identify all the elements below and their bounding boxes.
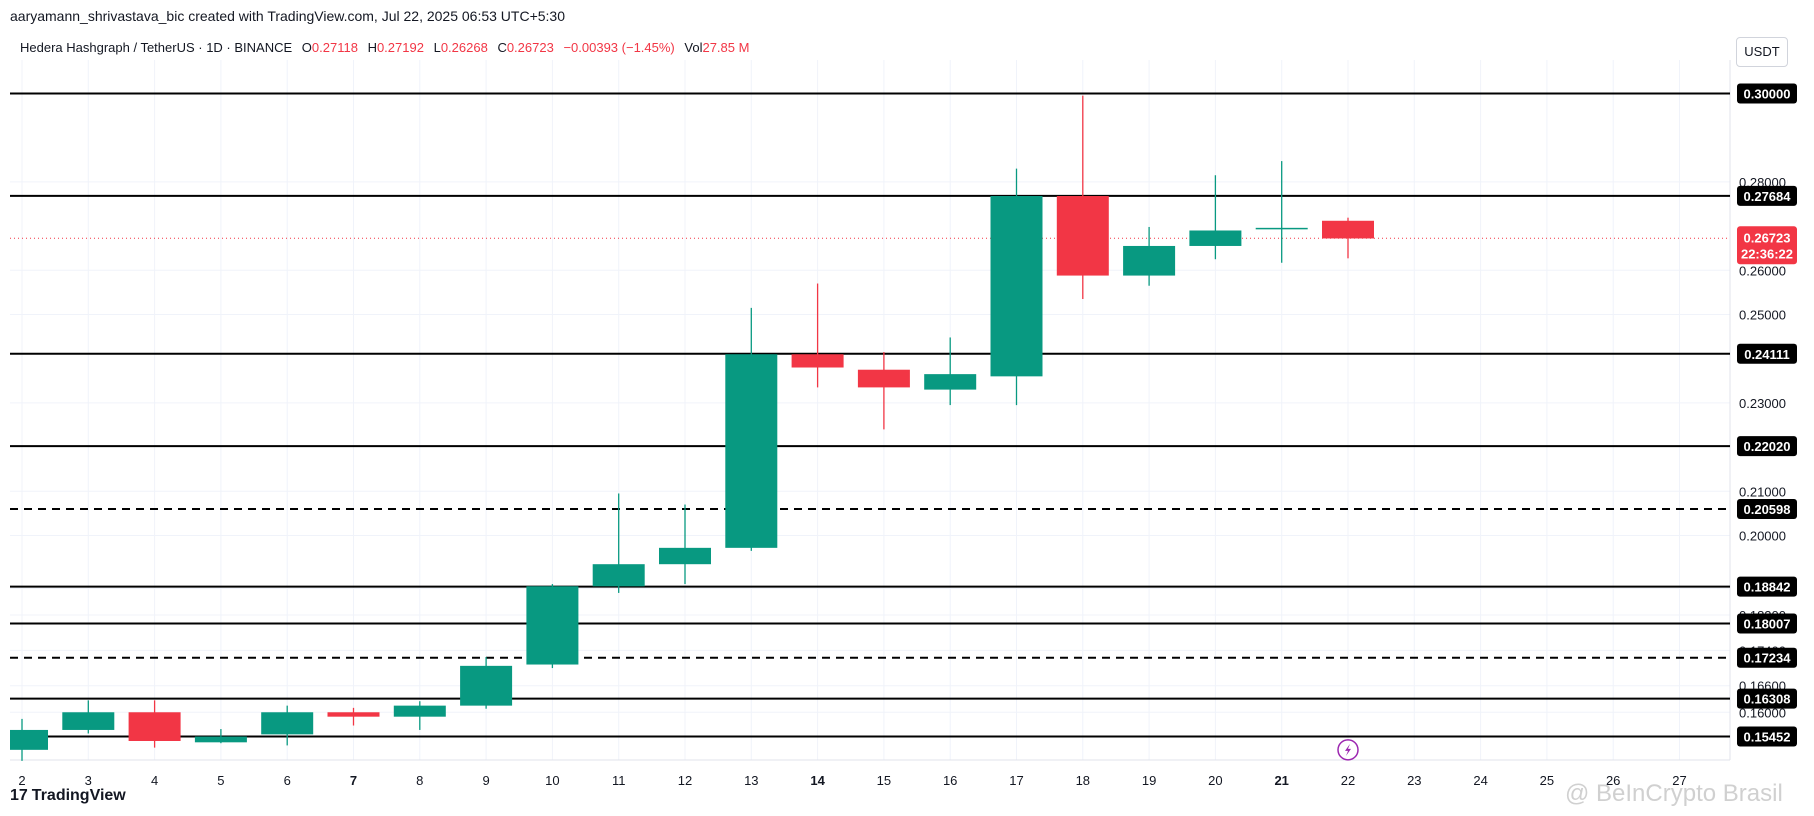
y-tick-label: 0.25000	[1739, 307, 1786, 322]
x-tick-label: 12	[678, 773, 692, 788]
volume-value: 27.85 M	[702, 40, 750, 55]
symbol-name[interactable]: Hedera Hashgraph / TetherUS · 1D · BINAN…	[20, 40, 293, 55]
level-price-tag	[1737, 647, 1797, 668]
x-tick-label: 6	[284, 773, 291, 788]
candle-body[interactable]	[526, 586, 579, 665]
x-tick-label: 2	[18, 773, 25, 788]
level-price-label: 0.24111	[1744, 347, 1790, 362]
level-price-label: 0.18842	[1744, 580, 1791, 595]
currency-button[interactable]: USDT	[1736, 37, 1788, 67]
close-label: C	[497, 40, 507, 55]
y-tick-label: 0.20000	[1739, 528, 1786, 543]
high-value: 0.27192	[376, 40, 424, 55]
low-value: 0.26268	[440, 40, 488, 55]
candle-body[interactable]	[1322, 220, 1374, 239]
candle-body[interactable]	[261, 712, 314, 735]
level-price-label: 0.27684	[1744, 189, 1792, 204]
candle-body[interactable]	[791, 354, 844, 368]
candle-body[interactable]	[1255, 227, 1308, 230]
candle-body[interactable]	[460, 665, 513, 706]
x-tick-label: 13	[744, 773, 758, 788]
level-price-tag	[1737, 343, 1797, 364]
x-tick-label: 19	[1142, 773, 1156, 788]
y-tick-label: 0.16000	[1739, 705, 1786, 720]
candle-body[interactable]	[10, 729, 48, 750]
candle-body[interactable]	[194, 736, 247, 743]
level-price-tag	[1737, 576, 1797, 597]
y-tick-label: 0.21000	[1739, 484, 1786, 499]
candle-body[interactable]	[725, 354, 778, 548]
tradingview-logo-icon: 17	[10, 787, 28, 804]
candle-body[interactable]	[327, 712, 380, 717]
candle-body[interactable]	[990, 196, 1043, 377]
x-tick-label: 17	[1009, 773, 1023, 788]
candle-body[interactable]	[1189, 230, 1242, 246]
low-label: L	[433, 40, 441, 55]
chart-credit: aaryamann_shrivastava_bic created with T…	[10, 8, 566, 24]
lightning-icon	[1345, 743, 1351, 756]
x-tick-label: 9	[482, 773, 489, 788]
level-price-label: 0.16308	[1744, 692, 1791, 707]
level-price-tag	[1737, 726, 1797, 747]
x-tick-label: 8	[416, 773, 423, 788]
x-tick-label: 10	[545, 773, 559, 788]
level-price-label: 0.17234	[1744, 651, 1792, 666]
x-tick-label: 22	[1341, 773, 1355, 788]
change-value: −0.00393 (−1.45%)	[563, 40, 675, 55]
x-tick-label: 3	[85, 773, 92, 788]
x-tick-label: 26	[1606, 773, 1620, 788]
x-tick-label: 27	[1672, 773, 1686, 788]
symbol-legend: Hedera Hashgraph / TetherUS · 1D · BINAN…	[20, 40, 755, 55]
x-tick-label: 20	[1208, 773, 1222, 788]
x-tick-label: 21	[1274, 773, 1288, 788]
candle-body[interactable]	[659, 547, 711, 565]
level-price-tag	[1737, 499, 1797, 520]
candle-body[interactable]	[393, 705, 446, 717]
level-price-tag	[1737, 688, 1797, 709]
x-tick-label: 7	[350, 773, 357, 788]
y-tick-label: 0.23000	[1739, 396, 1786, 411]
level-price-tag	[1737, 436, 1797, 457]
level-price-label: 0.30000	[1744, 86, 1791, 101]
y-tick-label: 0.26000	[1739, 263, 1786, 278]
level-price-label: 0.15452	[1744, 729, 1791, 744]
level-price-tag	[1737, 613, 1797, 634]
x-tick-label: 5	[217, 773, 224, 788]
volume-label: Vol	[684, 40, 703, 55]
open-value: 0.27118	[311, 40, 358, 55]
current-price-label: 0.26723	[1744, 230, 1791, 245]
x-tick-label: 16	[943, 773, 957, 788]
x-tick-label: 14	[810, 773, 825, 788]
candle-body[interactable]	[857, 369, 910, 388]
open-label: O	[301, 40, 312, 55]
x-tick-label: 11	[612, 773, 626, 788]
candle-body[interactable]	[128, 712, 181, 741]
tradingview-logo[interactable]: 17 TradingView	[10, 787, 126, 805]
candle-body[interactable]	[592, 564, 645, 587]
x-tick-label: 18	[1076, 773, 1090, 788]
level-price-label: 0.20598	[1744, 502, 1791, 517]
level-price-label: 0.22020	[1744, 439, 1791, 454]
candle-body[interactable]	[62, 712, 115, 730]
candle-body[interactable]	[924, 374, 977, 390]
x-tick-label: 23	[1407, 773, 1421, 788]
level-price-label: 0.18007	[1744, 617, 1791, 632]
countdown-label: 22:36:22	[1741, 246, 1793, 261]
x-tick-label: 24	[1473, 773, 1487, 788]
x-tick-label: 4	[151, 773, 158, 788]
x-tick-label: 15	[877, 773, 891, 788]
close-value: 0.26723	[506, 40, 554, 55]
level-price-tag	[1737, 185, 1797, 206]
candle-body[interactable]	[1123, 245, 1176, 276]
watermark: @ BeInCrypto Brasil	[1565, 780, 1783, 807]
candle-body[interactable]	[1056, 196, 1109, 276]
high-label: H	[367, 40, 377, 55]
tradingview-logo-text: TradingView	[31, 787, 126, 804]
current-price-tag	[1737, 226, 1797, 265]
x-tick-label: 25	[1540, 773, 1554, 788]
level-price-tag	[1737, 83, 1797, 104]
